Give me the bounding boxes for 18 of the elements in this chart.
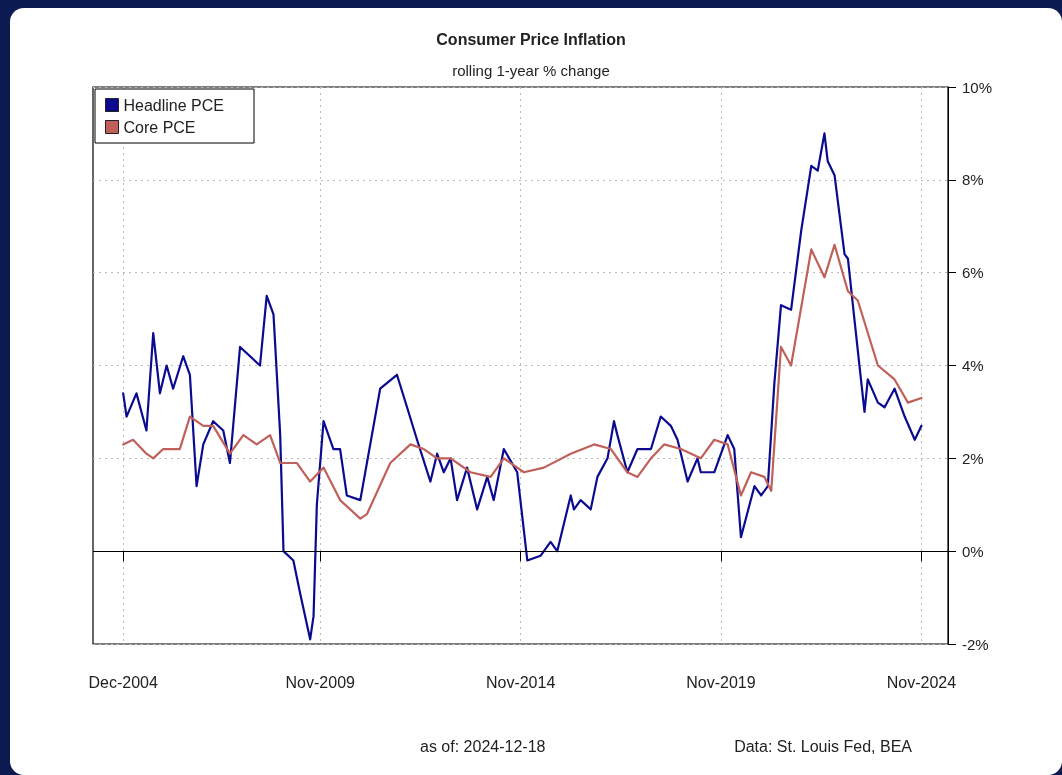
x-tick-label: Nov-2014	[485, 673, 556, 691]
legend-label: Headline PCE	[123, 96, 224, 114]
y-tick-label: 8%	[962, 171, 984, 189]
chart-subtitle: rolling 1-year % change	[452, 62, 610, 79]
text: Data: St. Louis Fed, BEA	[734, 738, 912, 756]
y-tick-label: 6%	[962, 264, 984, 282]
y-tick-label: 4%	[962, 357, 984, 374]
x-tick-label: Nov-2009	[285, 673, 356, 691]
y-tick-label: 0%	[962, 542, 984, 560]
text: as of: 2024-12-18	[420, 738, 546, 756]
x-tick-label: Nov-2024	[886, 673, 957, 691]
x-tick-label: Nov-2019	[686, 673, 756, 691]
x-tick-label: Dec-2004	[88, 673, 158, 691]
y-tick-label: -2%	[962, 635, 989, 653]
legend-label: Core PCE	[123, 118, 196, 136]
y-tick-label: 2%	[962, 449, 984, 467]
chart-title: Consumer Price Inflation	[436, 30, 626, 48]
y-tick-label: 10%	[962, 78, 993, 96]
